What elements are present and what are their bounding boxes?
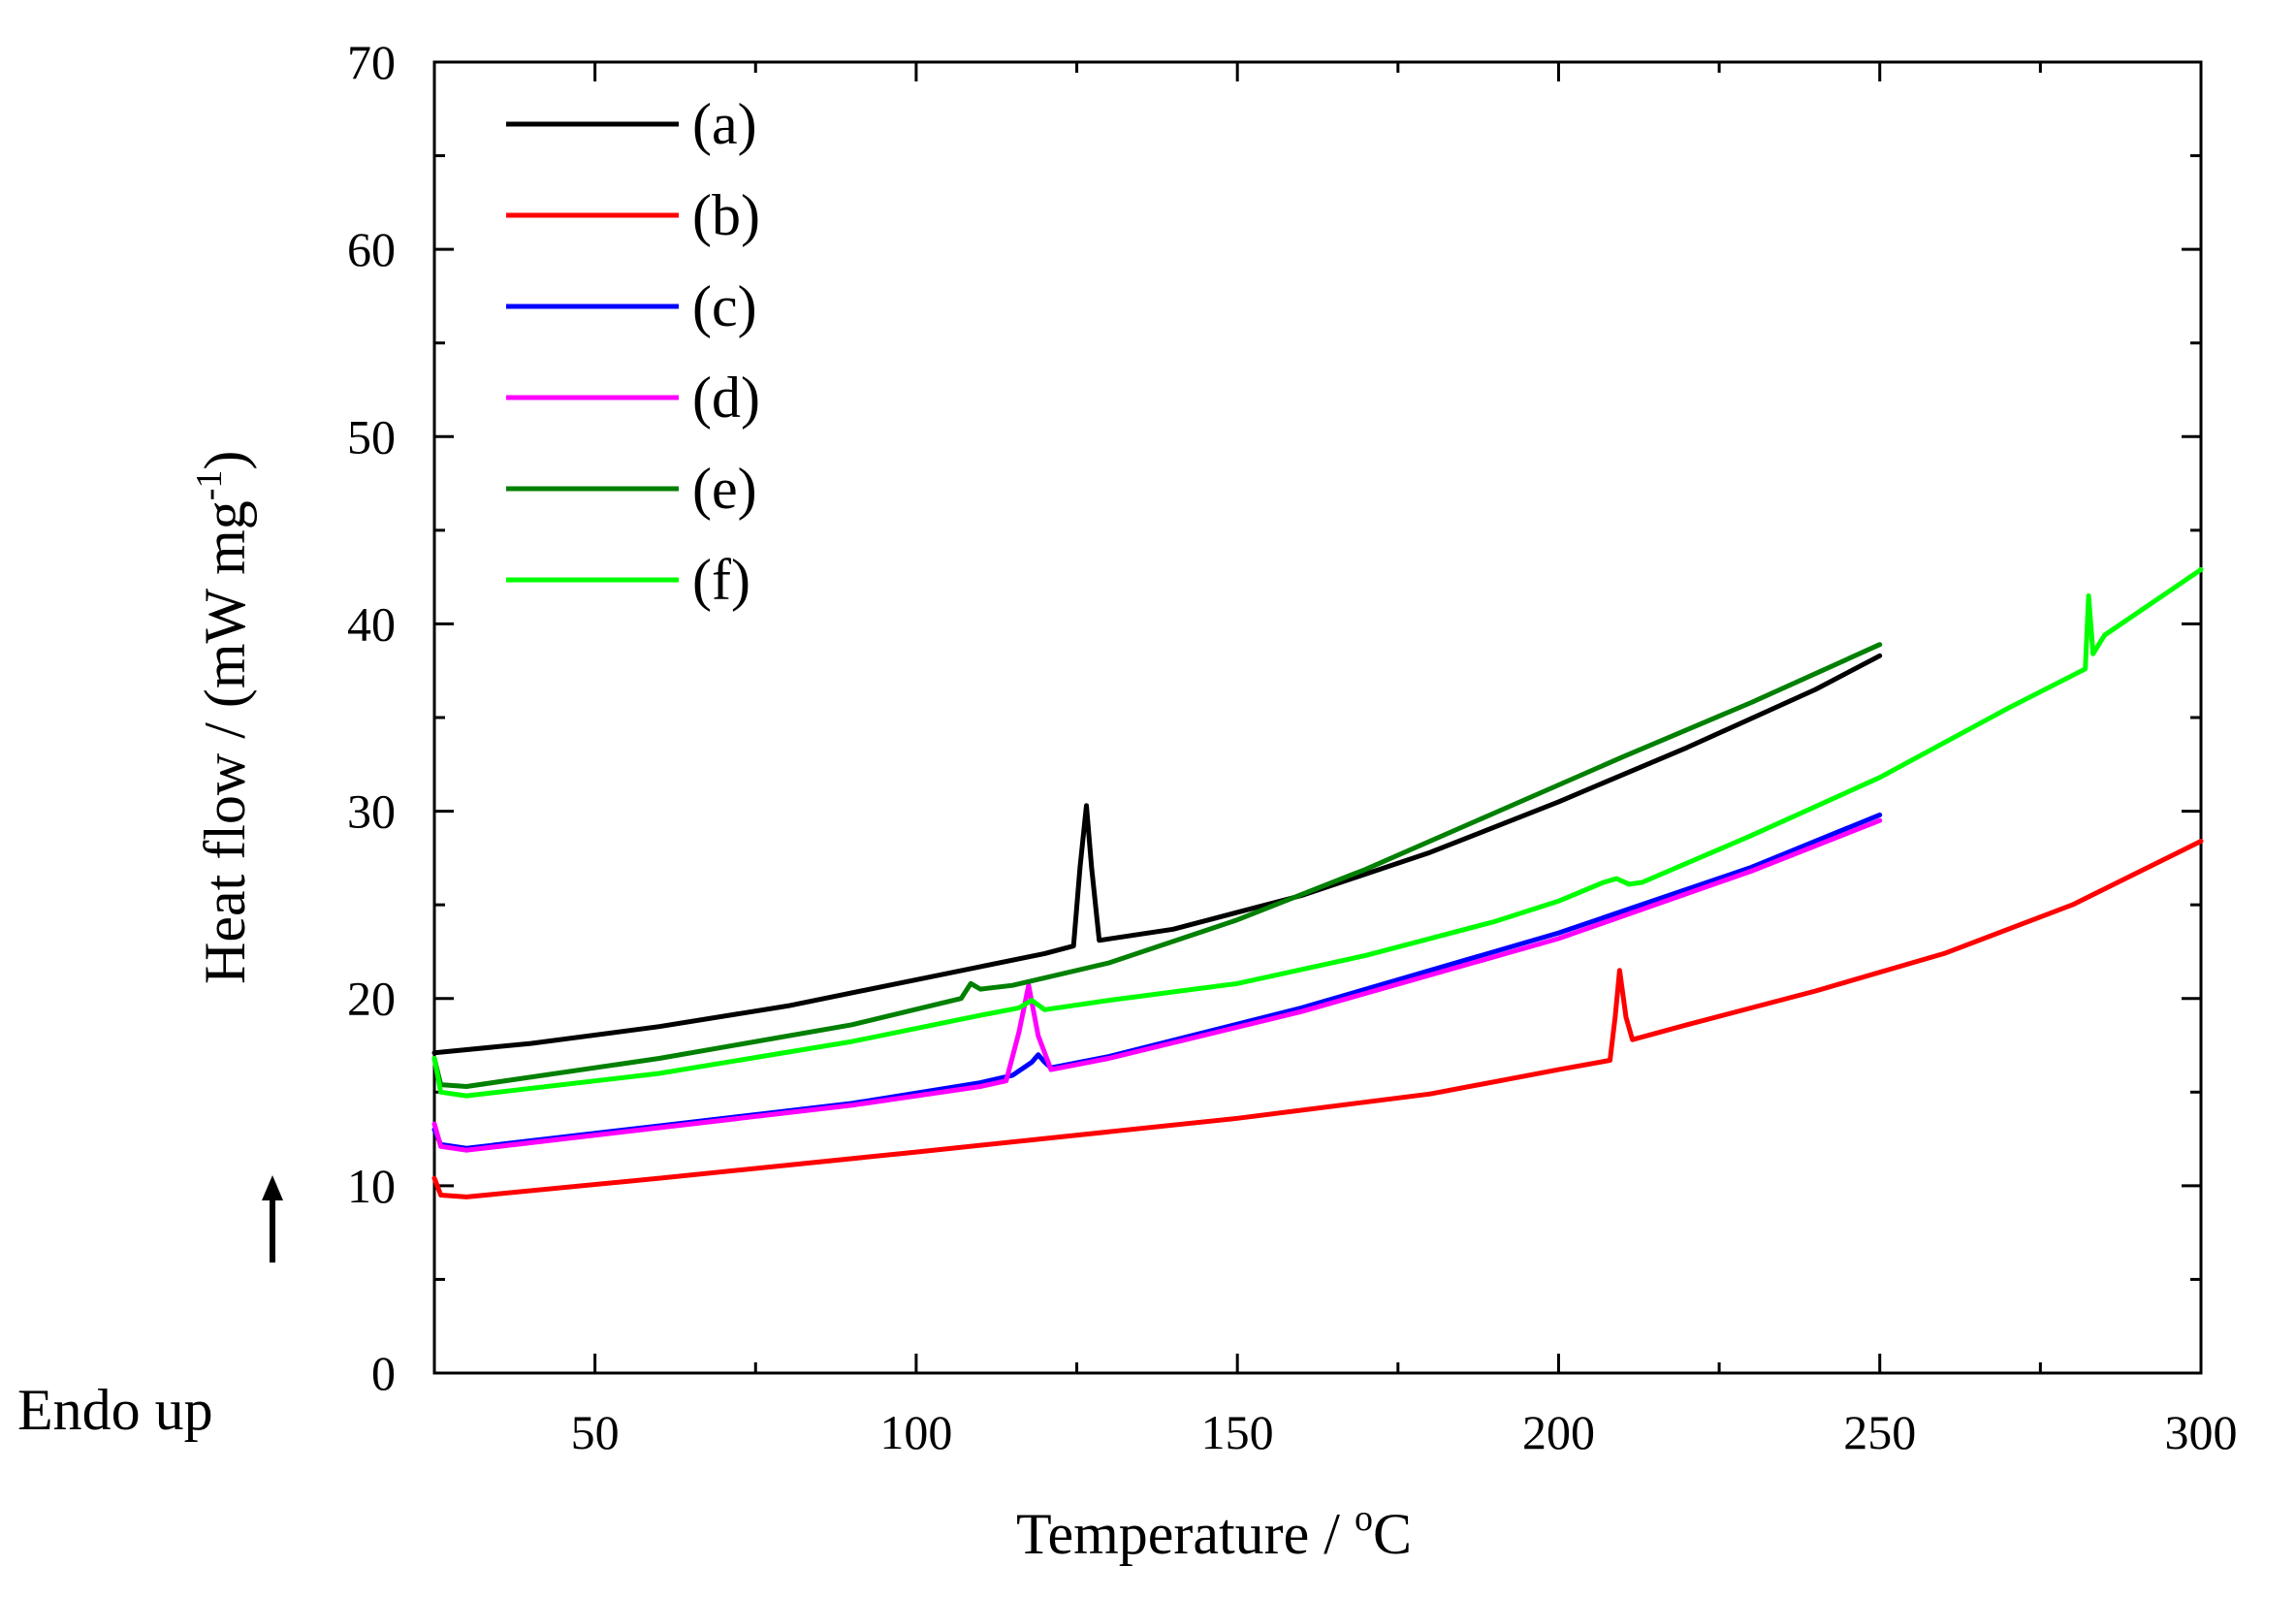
x-tick-label: 200 — [1522, 1405, 1595, 1459]
legend: (a) (b) (c) (d) (e) (f) — [506, 92, 760, 612]
legend-label: (e) — [692, 457, 757, 521]
series-line-2 — [431, 839, 2204, 1199]
y-tick-label: 20 — [347, 972, 396, 1026]
x-tick-label: 50 — [571, 1405, 620, 1459]
x-tick-label: 150 — [1201, 1405, 1274, 1459]
legend-label: (c) — [692, 274, 757, 338]
series-line-3 — [431, 812, 1883, 1151]
x-tick-label: 250 — [1843, 1405, 1916, 1459]
legend-label: (a) — [692, 92, 757, 156]
x-axis-title-sup: o — [1355, 1498, 1373, 1539]
x-tick-label: 300 — [2165, 1405, 2238, 1459]
y-tick-label: 30 — [347, 784, 396, 839]
endo-up-label: Endo up — [17, 1378, 213, 1442]
x-axis-title-main: Temperature / — [1016, 1502, 1355, 1566]
y-tick-label: 50 — [347, 409, 396, 463]
y-tick-label: 0 — [371, 1346, 396, 1400]
endo-up-arrow-icon — [262, 1175, 283, 1262]
y-tick-label: 70 — [347, 35, 396, 89]
y-axis-title-sup: -1 — [189, 470, 230, 501]
series-line-6 — [431, 566, 2204, 1099]
series-line-1 — [431, 653, 1883, 1056]
legend-label: (d) — [692, 366, 760, 430]
y-tick-label: 60 — [347, 222, 396, 276]
legend-label: (f) — [692, 548, 750, 612]
y-tick-label: 40 — [347, 596, 396, 651]
legend-label: (b) — [692, 183, 760, 247]
series-line-5 — [431, 642, 1883, 1089]
x-tick-label: 100 — [879, 1405, 952, 1459]
series-lines — [431, 566, 2204, 1199]
y-tick-label: 10 — [347, 1159, 396, 1213]
y-axis-title: Heat flow / (mW mg-1) — [189, 451, 257, 984]
x-axis-title: Temperature / oC — [1016, 1498, 1412, 1566]
y-axis: 0 10 20 30 40 50 60 70 — [347, 35, 2201, 1400]
series-line-4 — [431, 817, 1883, 1153]
y-axis-title-end: ) — [193, 451, 257, 470]
x-axis: 50 100 150 200 250 300 — [432, 62, 2238, 1459]
y-axis-title-main: Heat flow / (mW mg — [193, 500, 257, 984]
x-axis-title-unit: C — [1373, 1502, 1412, 1566]
